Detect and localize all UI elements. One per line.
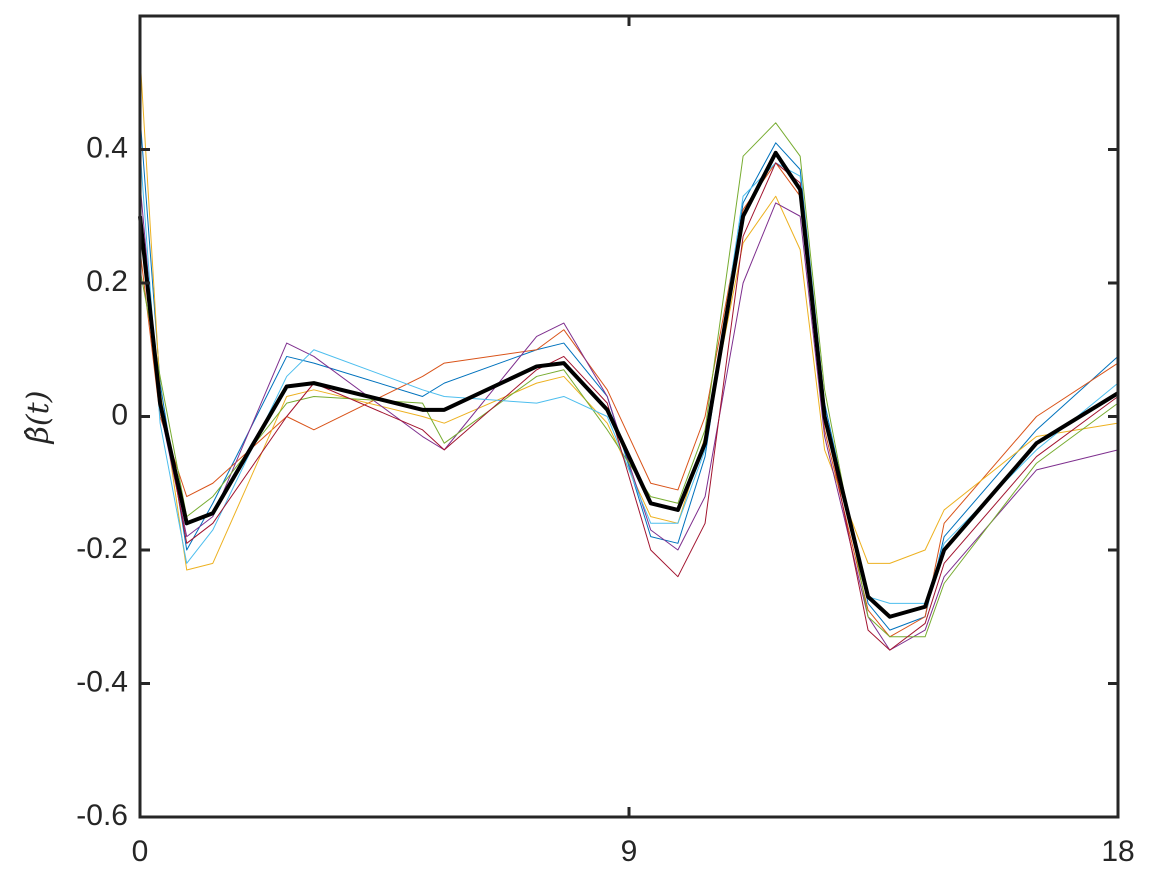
y-tick-label: -0.4: [76, 665, 128, 698]
y-tick-label: 0.4: [86, 131, 128, 164]
series-line: [139, 149, 1119, 604]
series-line: [139, 122, 1119, 638]
series-line: [139, 56, 1119, 571]
series-line: [139, 162, 1119, 651]
y-tick-label: -0.2: [76, 532, 128, 565]
y-tick-label: 0: [111, 398, 128, 431]
x-tick-label: 9: [621, 835, 638, 868]
x-tick-label: 18: [1101, 835, 1134, 868]
x-tick-label: 0: [132, 835, 149, 868]
y-axis-label: β̂(t): [21, 391, 56, 445]
series-line: [139, 182, 1119, 651]
series-line: [139, 116, 1119, 631]
series-line: [138, 150, 1120, 619]
series-line: [139, 162, 1119, 638]
y-tick-label: 0.2: [86, 265, 128, 298]
y-tick-label: -0.6: [76, 799, 128, 832]
